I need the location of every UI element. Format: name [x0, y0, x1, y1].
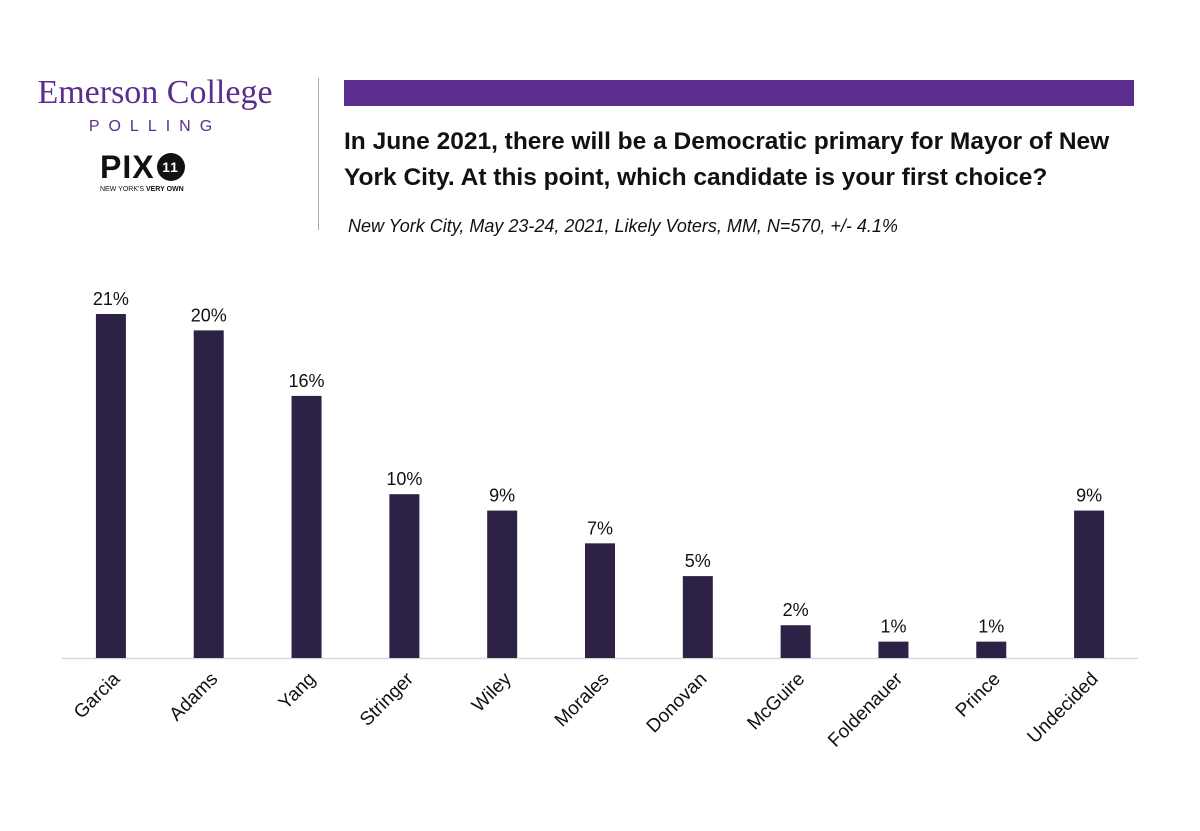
- bar-garcia: [95, 314, 126, 658]
- bar-foldenauer: [878, 641, 909, 658]
- bar-donovan: [682, 576, 713, 658]
- data-label-prince: 1%: [978, 617, 1004, 637]
- partner-tagline: NEW YORK'S VERY OWN: [100, 186, 184, 193]
- bar-morales: [585, 543, 615, 658]
- chart-title: In June 2021, there will be a Democratic…: [344, 128, 1110, 191]
- x-tick-label-garcia: Garcia: [70, 668, 125, 723]
- x-tick-label-prince: Prince: [952, 669, 1005, 722]
- x-tick-label-donovan: Donovan: [643, 669, 712, 738]
- partner-logo: PIX 11 NEW YORK'S VERY OWN: [100, 150, 210, 200]
- x-tick-label-yang: Yang: [275, 669, 320, 714]
- bar-adams: [193, 330, 224, 658]
- chart-subtitle: New York City, May 23-24, 2021, Likely V…: [348, 216, 898, 236]
- x-tick-label-foldenauer: Foldenauer: [824, 668, 907, 751]
- data-label-undecided: 9%: [1076, 486, 1102, 506]
- data-label-mcguire: 2%: [783, 600, 809, 620]
- data-label-foldenauer: 1%: [880, 617, 906, 637]
- brand-name: Emerson College: [37, 74, 273, 111]
- bar-stringer: [389, 494, 420, 658]
- data-label-morales: 7%: [587, 518, 613, 538]
- x-tick-label-mcguire: McGuire: [744, 669, 810, 735]
- bar-mcguire: [780, 625, 811, 658]
- partner-logo-text: PIX: [100, 149, 155, 185]
- header-divider: [318, 78, 319, 230]
- data-label-stringer: 10%: [386, 469, 422, 489]
- bar-wiley: [487, 510, 518, 658]
- bar-prince: [976, 641, 1007, 658]
- data-label-garcia: 21%: [93, 289, 129, 309]
- partner-tagline-a: NEW YORK'S: [100, 186, 144, 193]
- partner-logo-number: 11: [156, 153, 185, 181]
- x-tick-label-stringer: Stringer: [356, 668, 418, 730]
- bar-undecided: [1074, 510, 1105, 658]
- partner-tagline-b: VERY OWN: [145, 186, 184, 193]
- data-label-wiley: 9%: [489, 486, 515, 506]
- title-accent-bar: [344, 80, 1134, 106]
- data-label-donovan: 5%: [685, 551, 711, 571]
- x-tick-label-adams: Adams: [166, 669, 223, 726]
- x-tick-label-morales: Morales: [551, 669, 614, 732]
- x-tick-label-wiley: Wiley: [468, 668, 516, 716]
- data-label-yang: 16%: [289, 371, 325, 391]
- bar-yang: [291, 395, 322, 658]
- x-tick-label-undecided: Undecided: [1024, 669, 1103, 748]
- brand-subtitle: POLLING: [88, 118, 222, 135]
- data-label-adams: 20%: [191, 305, 227, 325]
